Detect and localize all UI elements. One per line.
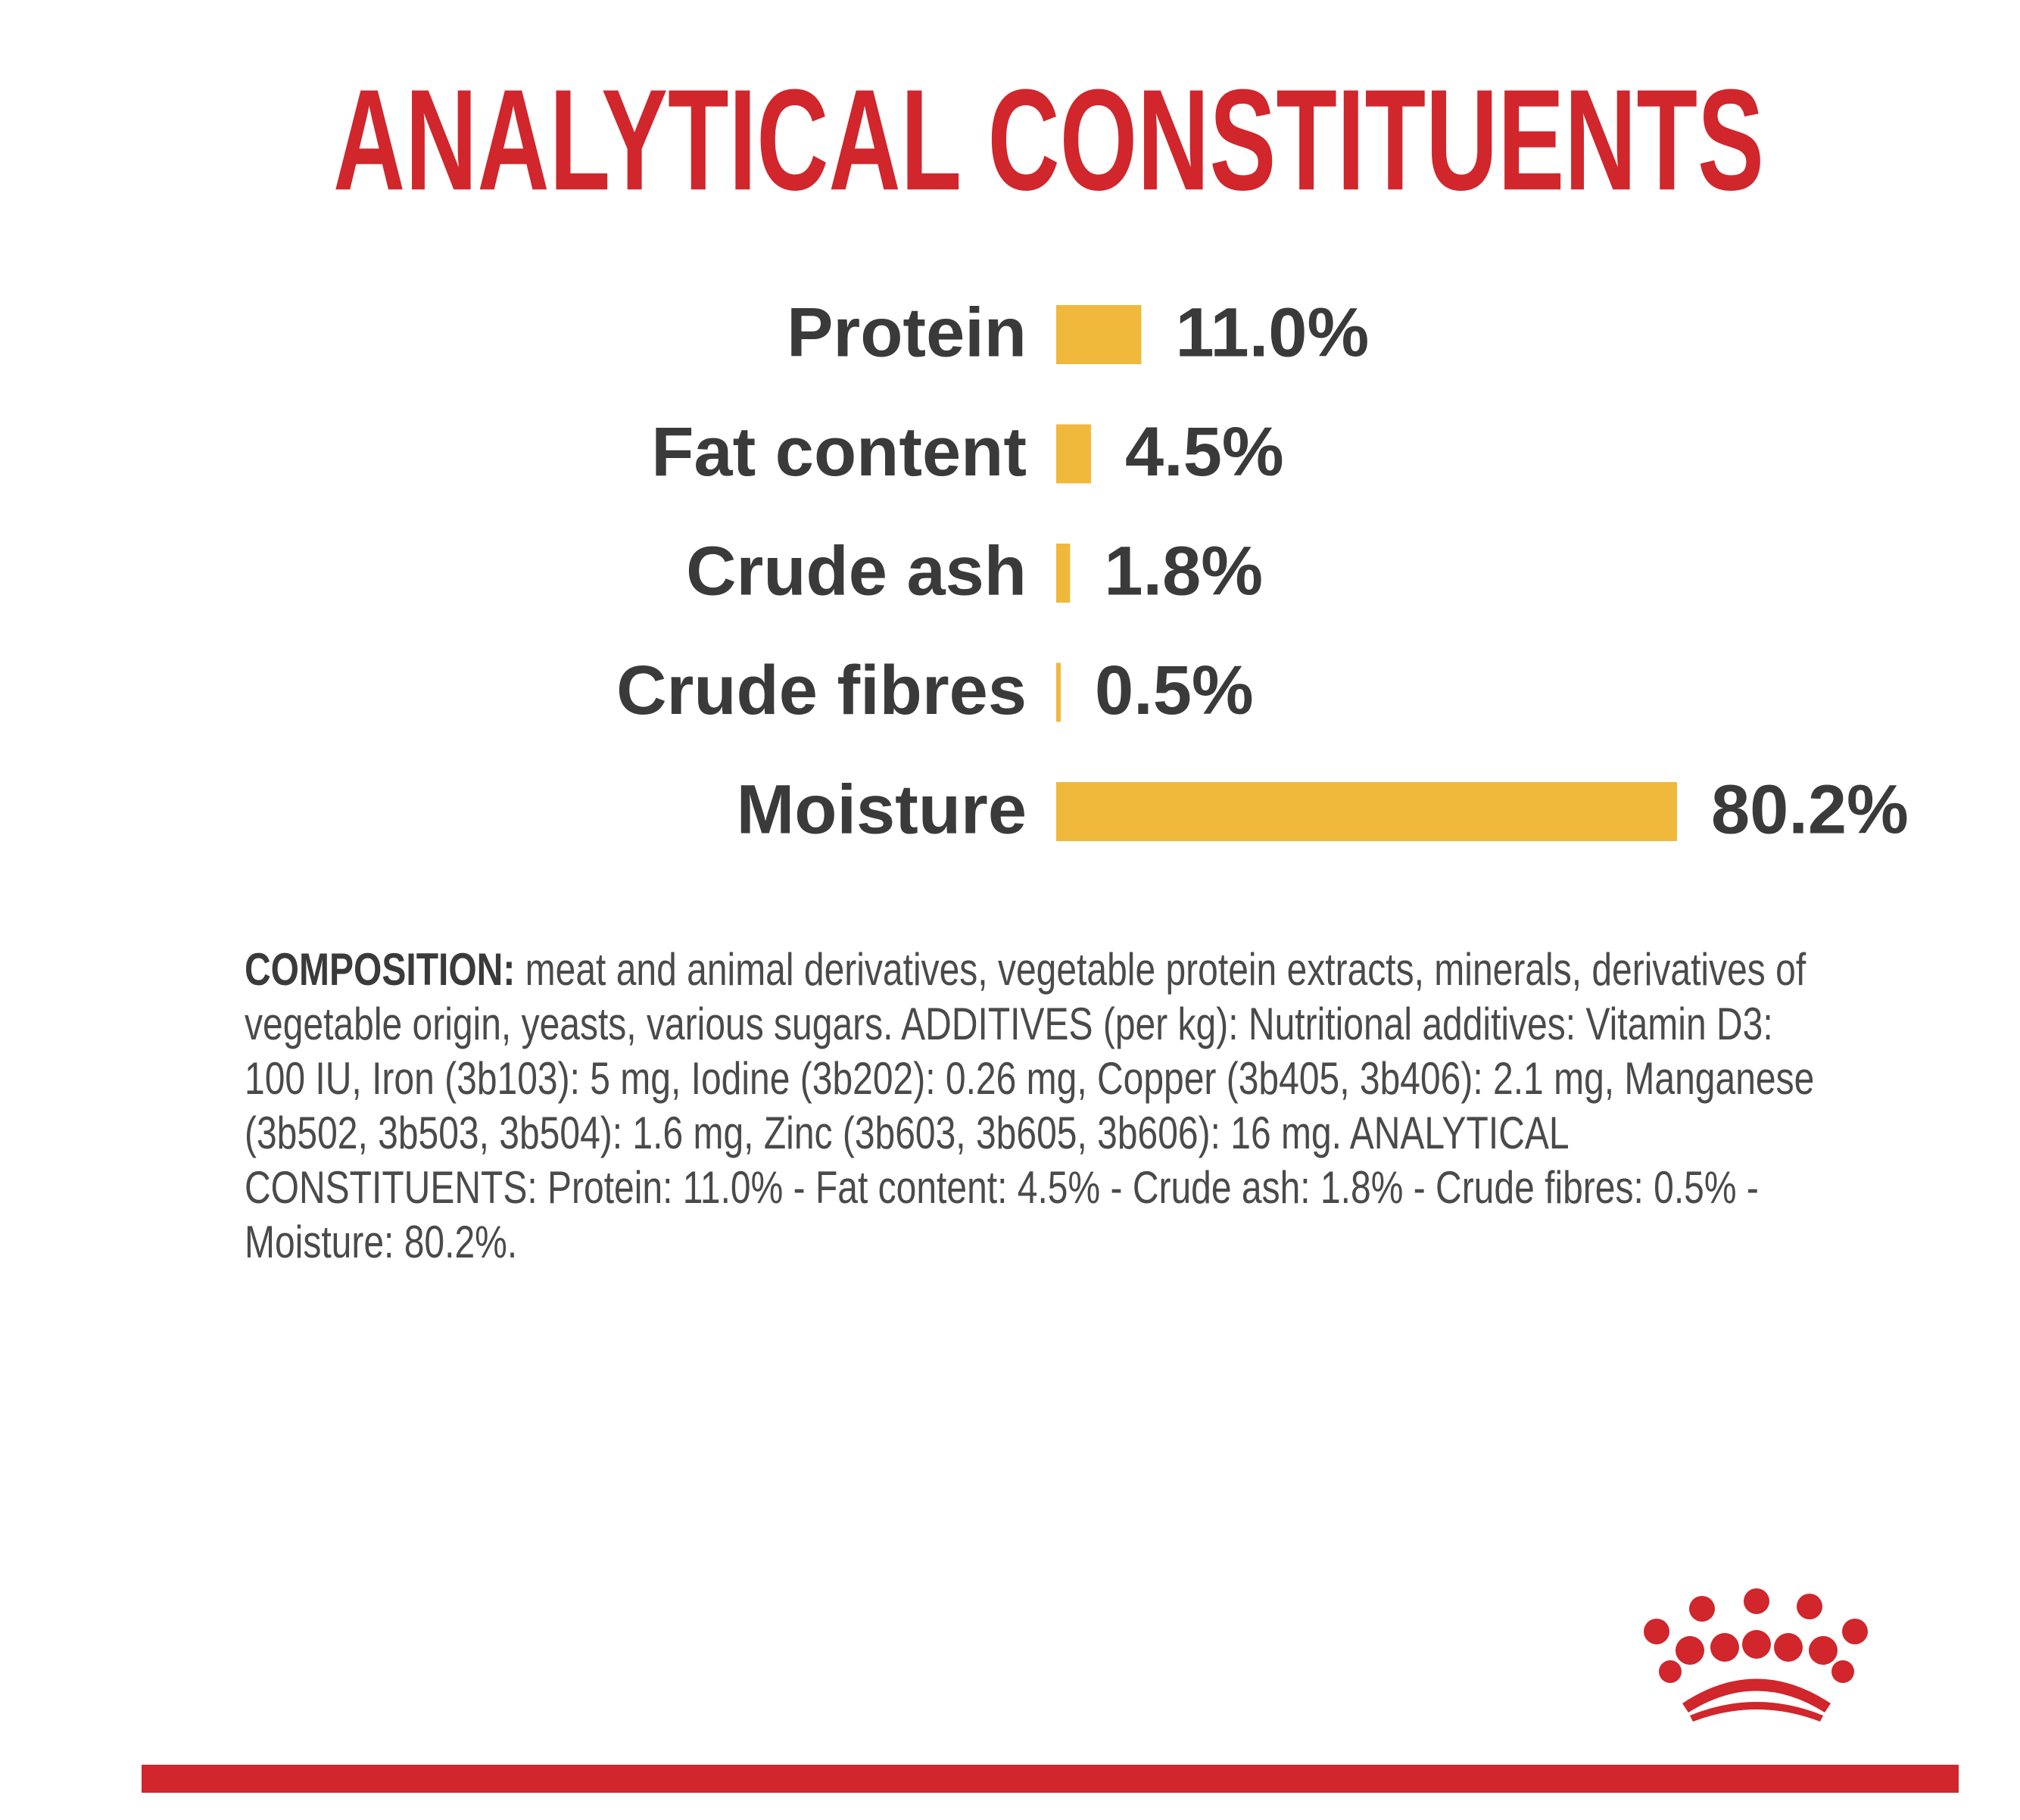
chart-title: ANALYTICAL CONSTITUENTS: [333, 60, 1764, 220]
composition: COMPOSITION: meat and animal derivatives…: [245, 943, 1831, 1270]
category-label: Crude fibres: [616, 652, 1027, 729]
category-label: Crude ash: [686, 532, 1027, 609]
bar: [1056, 305, 1142, 364]
bar: [1056, 782, 1677, 841]
value-label: 80.2%: [1711, 771, 1909, 848]
logo: [1644, 1588, 1868, 1722]
value-label: 11.0%: [1175, 294, 1369, 371]
bar: [1056, 662, 1061, 722]
value-label: 1.8%: [1104, 532, 1263, 609]
category-label: Fat content: [651, 413, 1027, 491]
composition-text: meat and animal derivatives, vegetable p…: [245, 944, 1815, 1267]
composition-label: COMPOSITION:: [245, 944, 516, 995]
value-label: 4.5%: [1125, 413, 1284, 491]
bar: [1056, 424, 1092, 484]
category-label: Moisture: [737, 771, 1027, 848]
footer-band: [142, 1765, 1959, 1793]
value-label: 0.5%: [1095, 652, 1254, 729]
category-label: Protein: [787, 294, 1027, 371]
bar: [1056, 544, 1071, 603]
